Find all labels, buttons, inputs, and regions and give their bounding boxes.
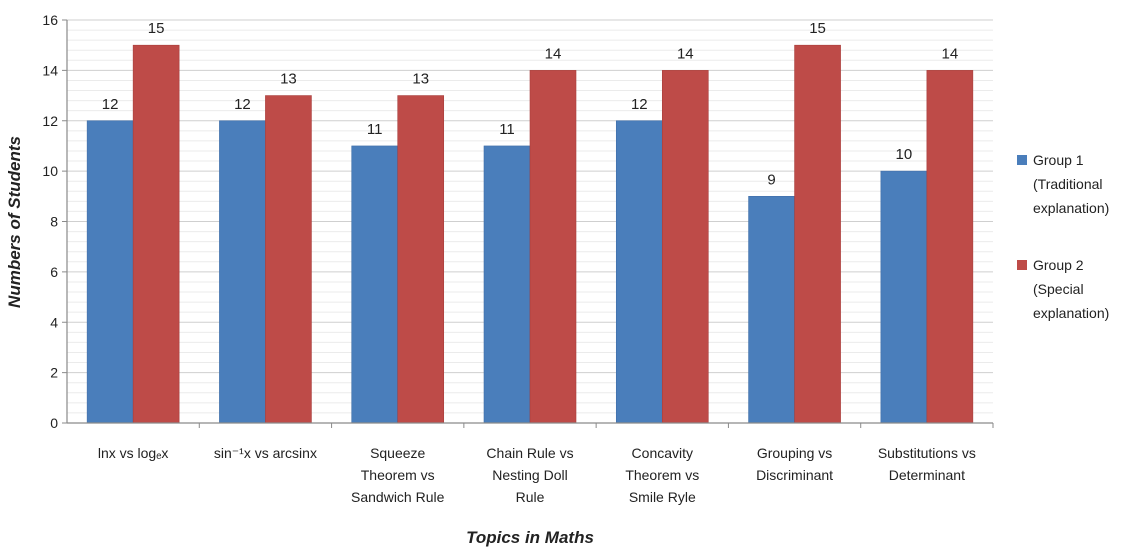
data-label: 12 — [102, 96, 119, 113]
y-tick-label: 8 — [50, 214, 58, 230]
data-label: 11 — [499, 121, 515, 138]
bar-group2 — [661, 70, 709, 424]
x-category-label: lnx vs logₑx — [98, 445, 169, 461]
legend-label: explanation) — [1033, 305, 1109, 321]
y-tick-label: 12 — [42, 113, 58, 129]
x-category-label: Grouping vs — [757, 445, 832, 461]
y-axis-title: Numbers of Students — [5, 136, 24, 308]
y-axis-ticks: 0 2 4 6 8 10 12 14 16 — [42, 12, 67, 431]
legend-label: Group 1 — [1033, 152, 1084, 168]
x-axis-categories: lnx vs logₑx sin⁻¹x vs arcsinx Squeeze Theo… — [98, 423, 994, 505]
bar-group2 — [794, 44, 841, 424]
data-label: 14 — [677, 45, 694, 62]
x-category-label: Concavity — [632, 445, 693, 461]
y-tick-label: 2 — [50, 365, 58, 381]
y-tick-label: 14 — [42, 62, 58, 78]
x-category-label: Theorem vs — [361, 467, 435, 483]
legend-label: Group 2 — [1033, 257, 1084, 273]
bar-group1 — [880, 170, 928, 424]
x-category-label: Rule — [516, 489, 545, 505]
bar-group1 — [483, 145, 531, 424]
x-category-label: Substitutions vs — [878, 445, 976, 461]
y-tick-label: 6 — [50, 264, 58, 280]
data-label: 13 — [412, 71, 429, 88]
data-label: 12 — [631, 96, 648, 113]
data-label: 11 — [367, 121, 383, 138]
y-tick-label: 10 — [42, 163, 58, 179]
data-label: 15 — [809, 20, 826, 37]
legend-swatch — [1017, 260, 1027, 270]
data-label: 9 — [767, 171, 775, 188]
legend-label: explanation) — [1033, 200, 1109, 216]
data-label: 12 — [234, 96, 251, 113]
bar-group1 — [748, 196, 795, 424]
data-label: 14 — [545, 45, 562, 62]
x-axis-title: Topics in Maths — [466, 528, 594, 547]
bar-group2 — [529, 70, 577, 424]
x-category-label: Nesting Doll — [492, 467, 567, 483]
x-category-label: Theorem vs — [625, 467, 699, 483]
legend-label: (Traditional — [1033, 176, 1103, 192]
x-category-label: Determinant — [889, 467, 965, 483]
data-labels: 12 15 12 13 11 13 11 14 12 14 9 15 10 14 — [102, 20, 958, 188]
data-label: 13 — [280, 71, 297, 88]
x-category-label: Chain Rule vs — [486, 445, 573, 461]
legend-swatch — [1017, 155, 1027, 165]
x-category-label: Sandwich Rule — [351, 489, 445, 505]
bar-group2 — [265, 95, 312, 424]
y-tick-label: 16 — [42, 12, 58, 28]
bar-group1 — [219, 120, 266, 424]
bars — [86, 44, 974, 424]
bar-group2 — [397, 95, 445, 424]
data-label: 14 — [942, 45, 959, 62]
data-label: 10 — [896, 146, 913, 163]
data-label: 15 — [148, 20, 165, 37]
legend-label: (Special — [1033, 281, 1084, 297]
x-category-label: Smile Ryle — [629, 489, 696, 505]
y-tick-label: 4 — [50, 314, 58, 330]
y-tick-label: 0 — [50, 415, 58, 431]
bar-group2 — [132, 44, 180, 424]
bar-group1 — [351, 145, 399, 424]
x-category-label: Discriminant — [756, 467, 833, 483]
bar-group1 — [615, 120, 663, 424]
bar-group1 — [86, 120, 134, 424]
x-category-label: Squeeze — [370, 445, 425, 461]
legend: Group 1 (Traditional explanation) Group 2 (S… — [1017, 152, 1109, 321]
x-category-label: sin⁻¹x vs arcsinx — [214, 445, 317, 461]
bar-group2 — [926, 70, 974, 424]
